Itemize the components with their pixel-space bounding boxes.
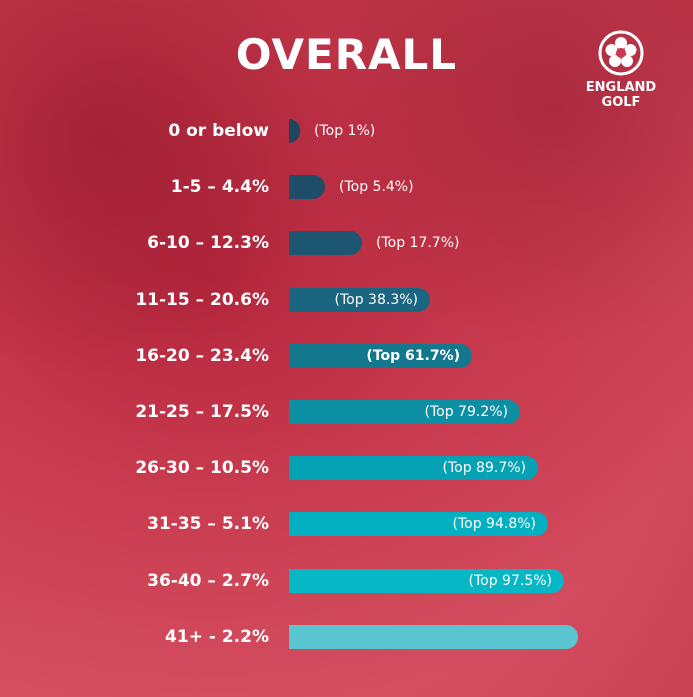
bar (289, 175, 325, 200)
cumulative-label: (Top 38.3%) (334, 291, 418, 308)
logo-line-2: GOLF (601, 95, 641, 110)
category-label: 1-5 – 4.4% (170, 177, 269, 198)
cumulative-label: (Top 17.7%) (376, 235, 460, 252)
category-label: 36-40 – 2.7% (147, 570, 269, 591)
bar (289, 231, 362, 256)
cumulative-label: (Top 97.5%) (468, 572, 552, 589)
rose-emblem-icon (598, 30, 644, 76)
logo-line-1: ENGLAND (585, 80, 657, 95)
cumulative-label: (Top 89.7%) (442, 460, 526, 477)
category-label: 11-15 – 20.6% (135, 289, 269, 310)
bar (289, 343, 472, 368)
category-label: 6-10 – 12.3% (147, 233, 269, 254)
bar (289, 456, 538, 481)
bar (289, 568, 564, 593)
cumulative-label: (Top 61.7%) (366, 347, 460, 364)
cumulative-label: (Top 79.2%) (424, 404, 508, 420)
category-label: 41+ - 2.2% (165, 626, 269, 647)
england-golf-logo: ENGLAND GOLF (571, 30, 671, 110)
category-label: 16-20 – 23.4% (135, 345, 269, 366)
bar (289, 400, 520, 424)
cumulative-label: (Top 5.4%) (339, 179, 414, 196)
bar (289, 512, 548, 537)
chart-title: OVERALL (235, 30, 458, 79)
category-label: 0 or below (168, 121, 269, 141)
bar (289, 287, 430, 312)
bar (289, 119, 300, 143)
cumulative-label: (Top 94.8%) (452, 516, 536, 533)
category-label: 26-30 – 10.5% (135, 458, 269, 479)
cumulative-label: (Top 1%) (314, 123, 376, 139)
category-label: 21-25 – 17.5% (135, 402, 269, 422)
bar (289, 624, 578, 649)
category-label: 31-35 – 5.1% (147, 514, 269, 535)
